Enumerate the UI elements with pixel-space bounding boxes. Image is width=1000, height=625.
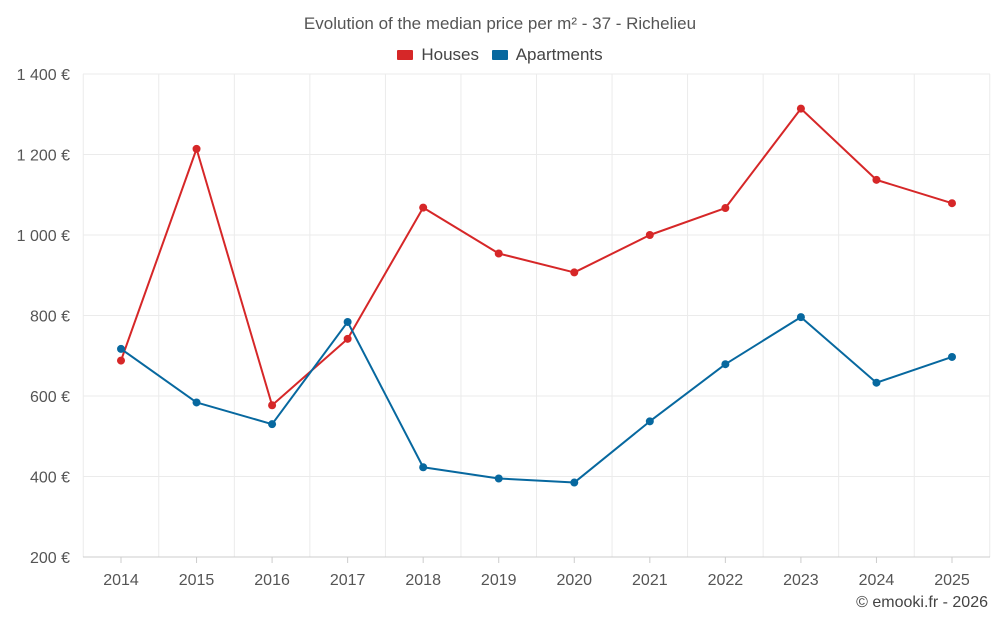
x-tick-label: 2021 — [632, 572, 668, 589]
legend-swatch-houses — [397, 50, 414, 60]
x-tick-label: 2019 — [481, 572, 517, 589]
x-tick-label: 2020 — [556, 572, 592, 589]
data-point-houses — [948, 199, 956, 208]
data-point-houses — [721, 204, 730, 213]
data-point-houses — [192, 144, 201, 153]
series-line-apartments — [120, 316, 953, 484]
credit-text: © emooki.fr - 2026 — [856, 594, 988, 611]
x-tick-label: 2014 — [103, 572, 139, 589]
series-line-houses — [120, 107, 953, 407]
data-point-apartments — [268, 420, 277, 429]
y-tick-label: 1 200 € — [17, 148, 70, 165]
y-tick-label: 200 € — [30, 550, 70, 567]
x-tick-label: 2016 — [254, 572, 290, 589]
legend-item-apartments[interactable]: Apartments — [491, 45, 603, 65]
data-point-apartments — [645, 417, 654, 426]
y-tick-label: 400 € — [30, 470, 70, 487]
x-tick-label: 2024 — [859, 572, 895, 589]
data-point-houses — [343, 334, 352, 343]
y-tick-label: 1 000 € — [17, 228, 70, 245]
legend-item-houses[interactable]: Houses — [397, 45, 479, 65]
data-point-apartments — [872, 378, 881, 387]
data-point-houses — [268, 401, 277, 410]
legend: Houses Apartments — [0, 45, 1000, 65]
data-point-houses — [494, 249, 503, 258]
chart-title: Evolution of the median price per m² - 3… — [303, 14, 697, 33]
y-tick-label: 1 400 € — [17, 67, 70, 84]
legend-label-houses: Houses — [421, 45, 479, 64]
data-point-houses — [872, 175, 881, 184]
y-tick-label: 600 € — [30, 389, 70, 406]
data-point-apartments — [570, 478, 579, 487]
data-point-houses — [570, 268, 579, 277]
data-point-houses — [645, 231, 654, 239]
y-tick-label: 800 € — [30, 309, 70, 326]
x-tick-label: 2022 — [708, 572, 744, 589]
x-tick-label: 2023 — [783, 572, 819, 589]
data-point-houses — [796, 104, 805, 113]
x-tick-label: 2017 — [330, 572, 366, 589]
data-point-apartments — [948, 352, 956, 361]
x-tick-label: 2025 — [934, 572, 970, 589]
x-tick-label: 2015 — [179, 572, 215, 589]
data-point-houses — [419, 203, 428, 212]
x-tick-label: 2018 — [405, 572, 441, 589]
data-point-apartments — [117, 344, 125, 353]
data-point-houses — [117, 356, 125, 365]
data-point-apartments — [192, 398, 201, 407]
legend-label-apartments: Apartments — [515, 45, 603, 64]
data-point-apartments — [343, 317, 352, 326]
data-point-apartments — [721, 360, 730, 369]
data-point-apartments — [796, 313, 805, 322]
legend-swatch-apartments — [491, 50, 508, 60]
data-point-apartments — [494, 474, 503, 483]
data-point-apartments — [419, 463, 428, 472]
